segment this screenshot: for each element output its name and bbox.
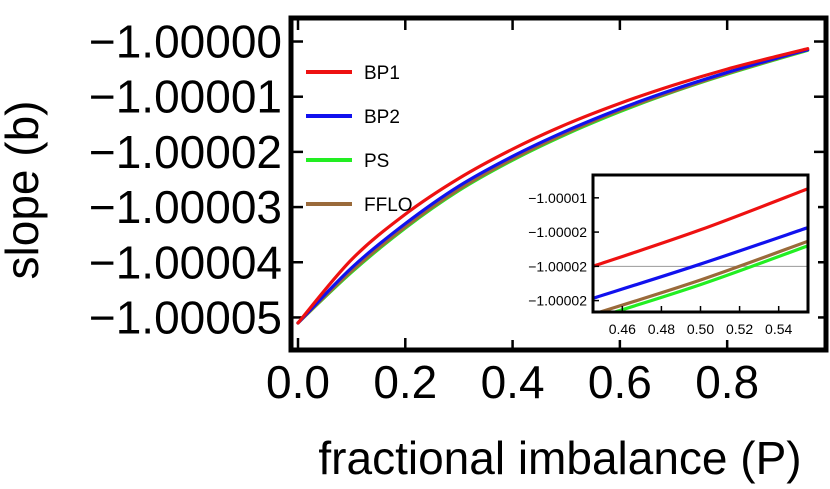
plot-frame [288, 15, 829, 353]
x-tick-label: 0.6 [588, 356, 652, 408]
legend-label-fflo: FFLO [364, 195, 413, 216]
y-tick-label: −1.00003 [89, 181, 282, 233]
series-line-bp1 [296, 47, 810, 325]
x-tick-label: 0.2 [373, 356, 437, 408]
legend-label-ps: PS [364, 151, 389, 172]
inset-x-tick-label: 0.52 [726, 321, 753, 337]
inset-x-tick-label: 0.48 [648, 321, 675, 337]
y-axis-title: slope (b) [0, 101, 48, 280]
inset-x-tick-label: 0.46 [609, 321, 636, 337]
y-tick-label: −1.00000 [89, 16, 282, 68]
inset-x-tick-label: 0.54 [765, 321, 792, 337]
y-tick-label: −1.00001 [89, 71, 282, 123]
x-tick-label: 0.0 [266, 356, 330, 408]
legend-label-bp1: BP1 [364, 63, 400, 84]
inset-y-tick-label: −1.00001 [528, 190, 587, 206]
x-tick-label: 0.4 [481, 356, 545, 408]
x-tick-label: 0.8 [695, 356, 759, 408]
x-axis-title: fractional imbalance (P) [318, 432, 801, 484]
inset-y-tick-label: −1.00002 [528, 258, 587, 274]
inset-y-tick-label: −1.00002 [528, 293, 587, 309]
y-tick-label: −1.00005 [89, 291, 282, 343]
inset-series-line-bp2 [593, 226, 808, 300]
y-tick-label: −1.00002 [89, 126, 282, 178]
y-tick-label: −1.00004 [89, 236, 282, 288]
inset-series-line-fflo [594, 239, 808, 312]
inset-chart: −1.00001 −1.00002 −1.00002 −1.00002 0.46 0.48… [500, 170, 818, 340]
inset-y-tick-label: −1.00002 [528, 224, 587, 240]
inset-x-tick-label: 0.50 [687, 321, 714, 337]
inset-series-line-bp1 [593, 187, 808, 268]
legend-label-bp2: BP2 [364, 107, 400, 128]
legend: BP1 BP2 PS FFLO [306, 63, 413, 216]
series-line-bp2 [296, 48, 810, 325]
main-axes: −1.00000−1.00001−1.00002−1.00003−1.00004… [89, 15, 829, 408]
main-series-group [296, 47, 810, 325]
